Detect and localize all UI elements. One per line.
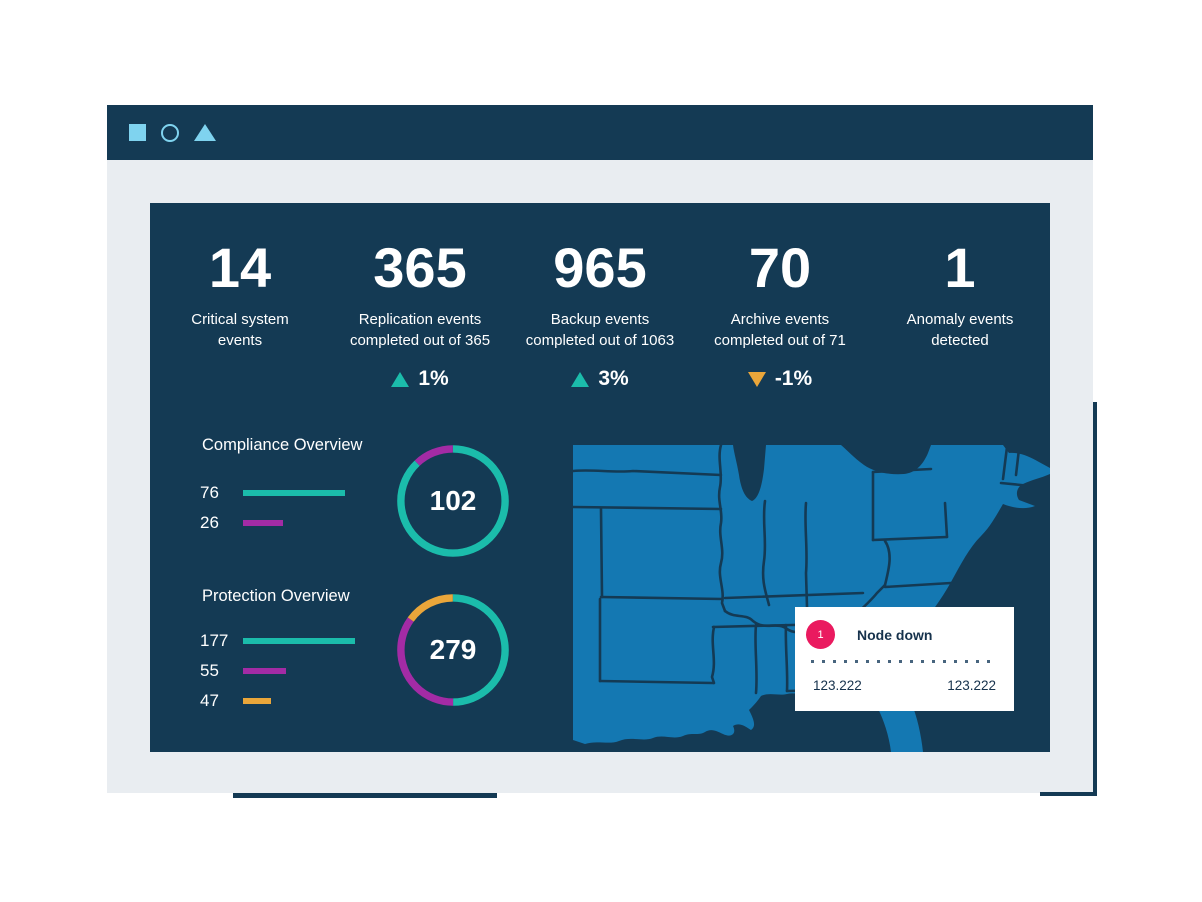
protection-bar-value: 55 — [200, 661, 219, 680]
kpi-label: Anomaly events detected — [906, 311, 1014, 349]
tooltip-title: Node down — [857, 627, 933, 643]
compliance-donut-svg — [397, 445, 509, 557]
kpi-value: 14 — [208, 236, 272, 299]
tooltip-value-left: 123.222 — [813, 678, 862, 693]
window-triangle-icon[interactable] — [194, 124, 216, 141]
dashboard-panel: 14 Critical system events 365 Replicatio… — [150, 203, 1050, 752]
us-map-svg — [571, 443, 1050, 752]
kpi-delta: -1% — [690, 365, 870, 393]
kpi-label: Critical system events — [191, 311, 289, 349]
protection-donut-svg — [397, 594, 509, 706]
accent-line-right — [1093, 402, 1097, 794]
alert-count-badge: 1 — [806, 620, 835, 649]
delta-text: 1% — [418, 367, 449, 390]
protection-bar-value: 47 — [200, 691, 219, 710]
delta-up-icon — [571, 371, 590, 387]
kpi-value: 1 — [944, 236, 976, 299]
kpi-delta: 3% — [510, 365, 690, 393]
us-map[interactable] — [571, 443, 1050, 752]
delta-up-icon — [391, 371, 410, 387]
accent-line-bottom-right — [1040, 792, 1097, 796]
protection-overview-title: Protection Overview — [202, 587, 350, 605]
app-window: 14 Critical system events 365 Replicatio… — [107, 105, 1093, 793]
kpi-delta: 1% — [330, 365, 510, 393]
map-tooltip[interactable]: 1 Node down 123.222 123.222 — [795, 607, 1014, 711]
kpi-anomaly-events: 1 Anomaly events detected — [870, 239, 1050, 393]
dotted-divider — [811, 660, 997, 663]
delta-text: -1% — [774, 367, 813, 390]
window-circle-icon[interactable] — [161, 123, 179, 142]
compliance-donut-chart: 102 — [394, 442, 512, 560]
tooltip-value-right: 123.222 — [947, 678, 996, 693]
protection-bar-purple — [243, 668, 286, 674]
kpi-value: 365 — [373, 236, 467, 299]
delta-down-icon — [747, 371, 766, 387]
protection-bar-yellow — [243, 698, 271, 704]
kpi-critical-events: 14 Critical system events — [150, 239, 330, 393]
window-square-icon[interactable] — [129, 124, 146, 141]
titlebar — [107, 105, 1093, 160]
kpi-row: 14 Critical system events 365 Replicatio… — [150, 239, 1050, 393]
protection-bar-value: 177 — [200, 631, 229, 650]
compliance-bar-value: 76 — [200, 483, 219, 502]
compliance-bar-teal — [243, 490, 345, 496]
compliance-bar-purple — [243, 520, 283, 526]
kpi-label: Replication events completed out of 365 — [349, 311, 491, 349]
kpi-archive-events: 70 Archive events completed out of 71 -1… — [690, 239, 870, 393]
kpi-label: Archive events completed out of 71 — [714, 311, 846, 349]
map-land — [573, 445, 1050, 752]
kpi-replication-events: 365 Replication events completed out of … — [330, 239, 510, 393]
protection-donut-value: 279 — [429, 634, 477, 665]
compliance-bar-value: 26 — [200, 513, 219, 532]
kpi-label: Backup events completed out of 1063 — [525, 311, 675, 349]
protection-bar-teal — [243, 638, 355, 644]
map-state-borders — [571, 443, 1043, 695]
delta-text: 3% — [598, 367, 629, 390]
kpi-backup-events: 965 Backup events completed out of 1063 … — [510, 239, 690, 393]
accent-line-bottom-left — [233, 793, 497, 798]
compliance-donut-value: 102 — [429, 485, 477, 516]
protection-donut-chart: 279 — [394, 591, 512, 709]
compliance-overview-title: Compliance Overview — [202, 436, 363, 454]
kpi-value: 965 — [553, 236, 647, 299]
kpi-value: 70 — [748, 236, 812, 299]
